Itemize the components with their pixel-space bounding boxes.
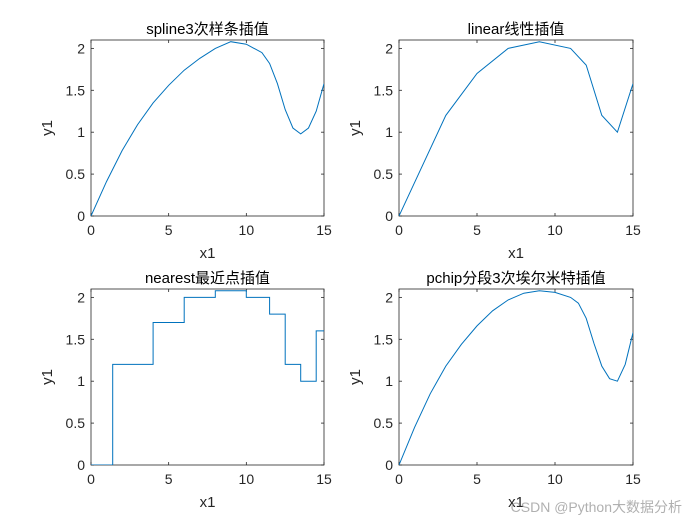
- y-tick-label: 0.5: [66, 415, 86, 431]
- watermark: CSDN @Python大数据分析: [510, 499, 682, 515]
- y-tick-label: 1.5: [374, 82, 394, 98]
- series-line: [91, 290, 324, 465]
- x-axis-label: x1: [508, 494, 524, 511]
- x-tick-label: 10: [547, 471, 563, 487]
- y-tick-label: 0.5: [374, 166, 394, 182]
- subplot-4: 0 5 10 15 0 0.5 1 1.5 2 pchip分段3次埃尔米特插值 x1 y1: [347, 270, 641, 511]
- x-tick-label: 5: [473, 222, 481, 238]
- y-tick-label: 0: [77, 457, 85, 473]
- y-tick-label: 1.5: [66, 82, 86, 98]
- y-tick-label: 1: [385, 124, 393, 140]
- y-axis-label: y1: [347, 369, 364, 385]
- y-tick-label: 0: [385, 457, 393, 473]
- subplot-1: 0 5 10 15 0 0.5 1 1.5 2 spline3次样条插值 x1 y1: [39, 21, 332, 262]
- y-tick-label: 2: [385, 289, 393, 305]
- subplot-title: linear线性插值: [468, 21, 565, 38]
- x-tick-label: 10: [547, 222, 563, 238]
- y-axis-label: y1: [39, 120, 56, 136]
- x-tick-label: 5: [165, 471, 173, 487]
- y-axis-label: y1: [347, 120, 364, 136]
- x-tick-label: 0: [395, 471, 403, 487]
- y-tick-label: 0: [77, 208, 85, 224]
- y-tick-label: 2: [77, 40, 85, 56]
- x-tick-label: 15: [625, 222, 641, 238]
- y-tick-label: 1: [77, 124, 85, 140]
- subplot-title: pchip分段3次埃尔米特插值: [426, 270, 605, 287]
- y-tick-label: 1.5: [374, 331, 394, 347]
- x-tick-label: 0: [395, 222, 403, 238]
- x-tick-label: 0: [87, 222, 95, 238]
- axes-box: [398, 39, 634, 217]
- subplot-2: 0 5 10 15 0 0.5 1 1.5 2 linear线性插值 x1 y1: [347, 21, 641, 262]
- x-tick-label: 5: [473, 471, 481, 487]
- y-tick-label: 2: [385, 40, 393, 56]
- x-tick-label: 10: [239, 471, 255, 487]
- x-tick-label: 15: [625, 471, 641, 487]
- x-tick-label: 15: [316, 222, 332, 238]
- x-axis-label: x1: [200, 494, 216, 511]
- axes-box: [90, 39, 325, 217]
- y-tick-label: 2: [77, 289, 85, 305]
- subplot-3: 0 5 10 15 0 0.5 1 1.5 2 nearest最近点插值 x1 y1: [39, 270, 332, 511]
- x-tick-label: 10: [239, 222, 255, 238]
- y-tick-label: 1: [77, 373, 85, 389]
- x-axis-label: x1: [200, 245, 216, 262]
- x-tick-label: 5: [165, 222, 173, 238]
- y-tick-label: 1.5: [66, 331, 86, 347]
- series-line: [91, 41, 324, 216]
- x-axis-label: x1: [508, 245, 524, 262]
- axes-box: [90, 288, 325, 466]
- subplot-title: spline3次样条插值: [146, 21, 269, 38]
- x-tick-label: 0: [87, 471, 95, 487]
- axes-box: [398, 288, 634, 466]
- series-line: [399, 290, 633, 465]
- y-axis-label: y1: [39, 369, 56, 385]
- series-line: [399, 41, 633, 216]
- y-tick-label: 0.5: [374, 415, 394, 431]
- x-tick-label: 15: [316, 471, 332, 487]
- subplot-title: nearest最近点插值: [145, 270, 270, 287]
- y-tick-label: 0.5: [66, 166, 86, 182]
- y-tick-label: 0: [385, 208, 393, 224]
- y-tick-label: 1: [385, 373, 393, 389]
